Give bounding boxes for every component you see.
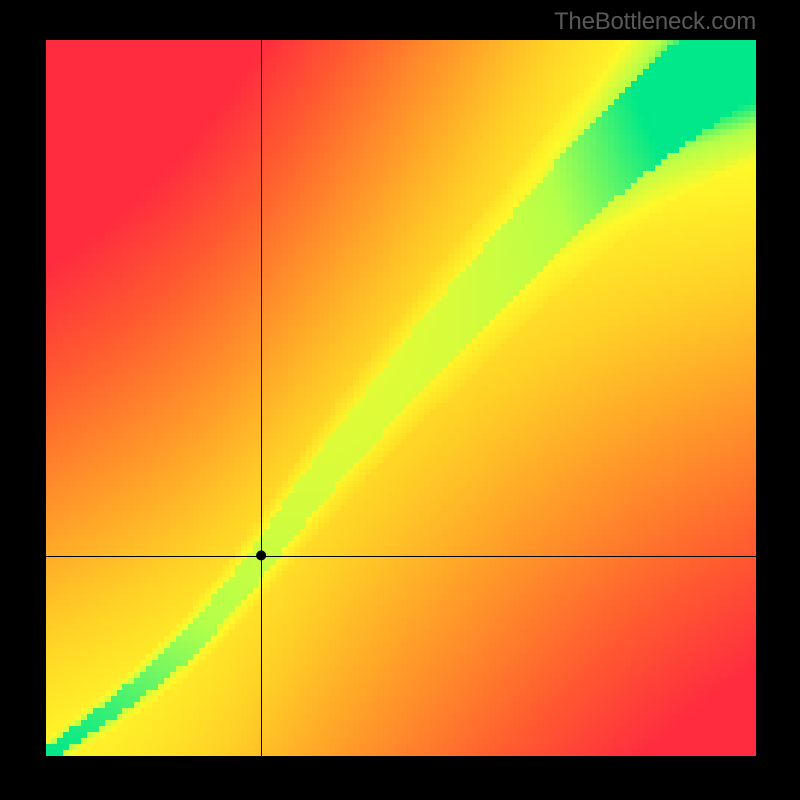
watermark-text: TheBottleneck.com xyxy=(554,8,756,36)
chart-container: TheBottleneck.com xyxy=(0,0,800,800)
bottleneck-heatmap xyxy=(46,40,756,756)
